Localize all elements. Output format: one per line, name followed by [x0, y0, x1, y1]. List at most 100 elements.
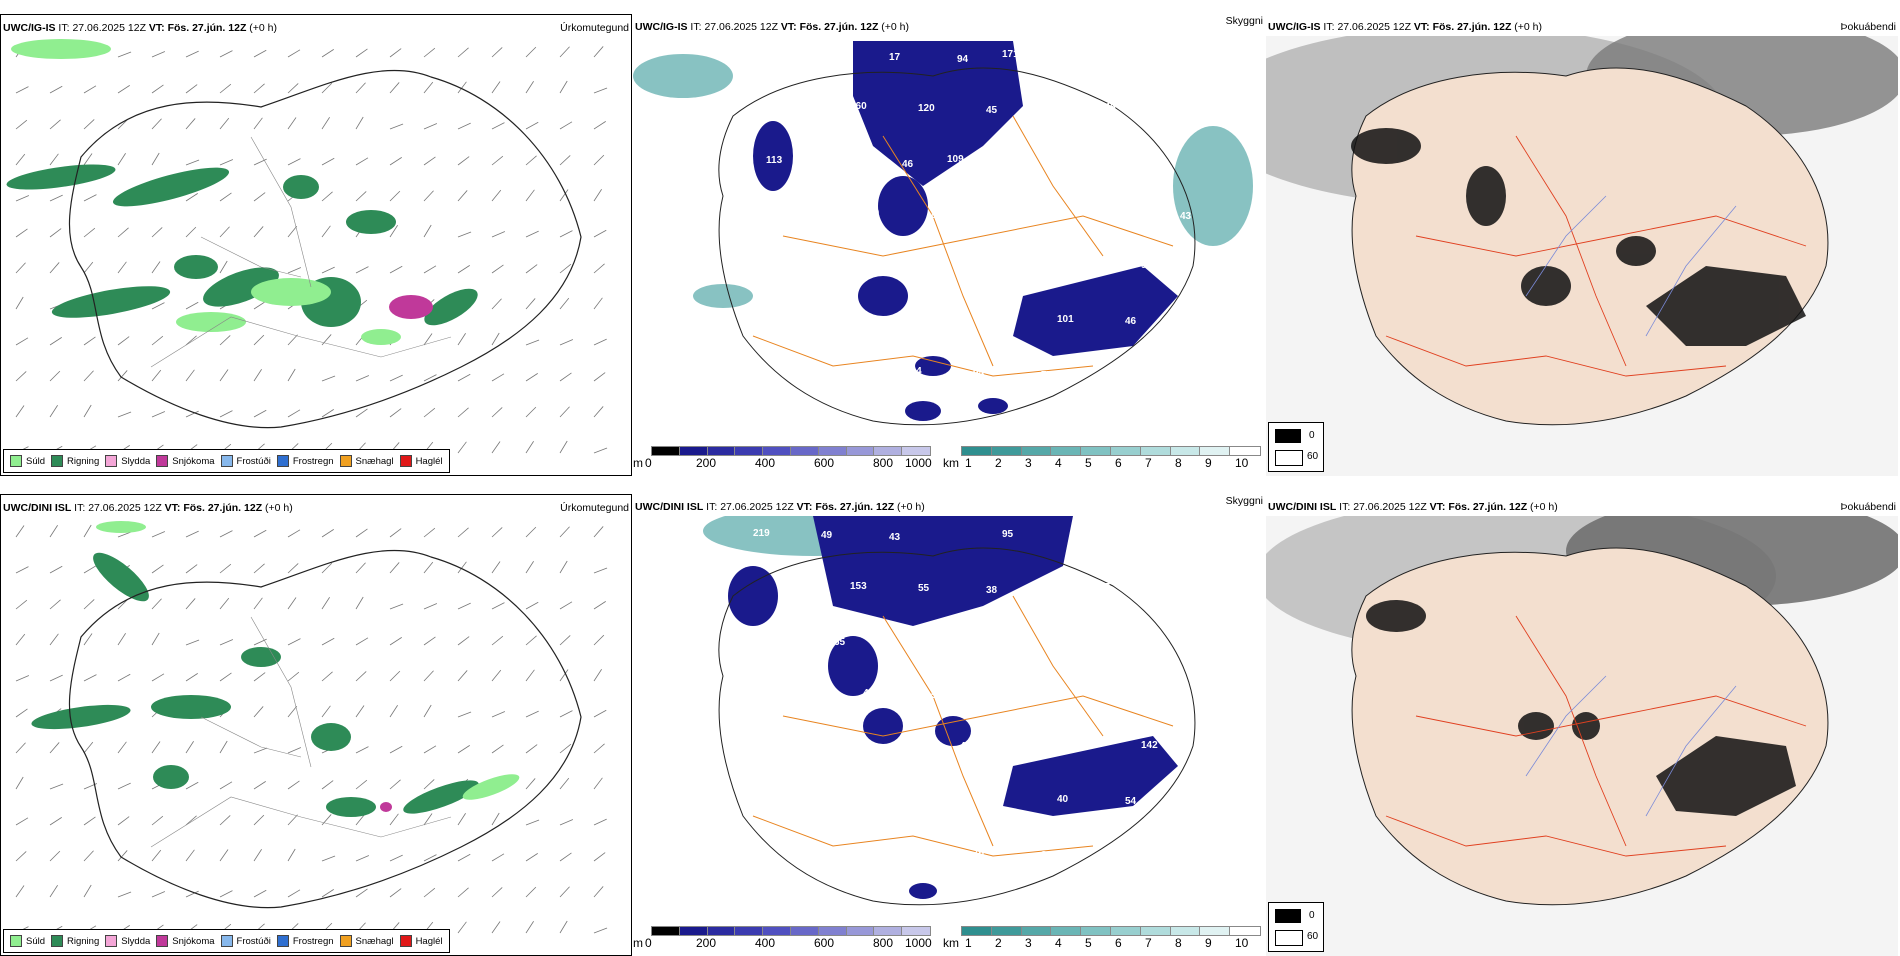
cloud-base-label: 83 [1041, 850, 1053, 861]
wind-barb [49, 742, 60, 754]
wind-barb [15, 566, 29, 574]
wind-barb [457, 813, 466, 826]
wind-barb [83, 85, 97, 94]
wind-barb [151, 261, 161, 274]
wind-barb [525, 81, 534, 94]
wind-barb [593, 87, 608, 94]
wind-barb [321, 814, 332, 826]
wind-barb [287, 848, 296, 862]
cloud-base-label: 81 [779, 262, 791, 273]
wind-barb [253, 409, 267, 418]
wind-barb [423, 265, 437, 274]
cloud-base-label: 43 [1180, 211, 1192, 222]
wind-barb [219, 890, 233, 898]
wind-barb [185, 369, 195, 382]
wind-barb [389, 670, 401, 682]
colorbar-segment [706, 926, 737, 936]
cloud-base-label: 149 [1044, 687, 1061, 698]
wind-barb [389, 813, 399, 826]
wind-barb [49, 228, 62, 238]
colorbar-segment [1139, 446, 1172, 456]
wind-barb [49, 85, 63, 94]
cloud-base-label: 65 [834, 637, 846, 648]
wind-barb [423, 704, 432, 718]
wind-barb [49, 119, 61, 130]
wind-barb [185, 50, 199, 58]
wind-barb [559, 80, 568, 94]
cloud-base-label: 48 [1154, 847, 1166, 858]
cloud-base-label: 119 [863, 208, 880, 219]
panel-header: UWC/DINI ISL IT: 27.06.2025 12Z VT: Fös.… [1268, 501, 1896, 513]
cloud-base-label: 84 [931, 210, 943, 221]
wind-barb [355, 746, 369, 754]
wind-barb [253, 889, 267, 898]
wind-barb [151, 531, 166, 538]
wind-barb [219, 159, 234, 166]
wind-barb [457, 373, 471, 382]
wind-barb [593, 634, 605, 646]
wind-barb [525, 601, 539, 610]
wind-barb [321, 266, 335, 274]
wind-barb [559, 601, 573, 610]
wind-barb [253, 301, 266, 310]
wind-barb [491, 744, 504, 754]
wind-barb [219, 410, 233, 418]
ceiling-panel-row1: UWC/DINI ISL IT: 27.06.2025 12Z VT: Fös.… [633, 494, 1265, 956]
wind-barb [525, 121, 539, 130]
wind-barb [185, 673, 198, 682]
wind-barb [389, 408, 402, 418]
wind-barb [423, 224, 432, 238]
wind-barb [423, 156, 436, 166]
wind-barb [389, 374, 403, 382]
wind-barb [15, 337, 29, 346]
legend-item: Haglél [399, 935, 443, 947]
wind-barb [219, 117, 230, 130]
wind-barb [355, 191, 367, 202]
cloud-base-label: 64 [860, 371, 872, 382]
wind-barb [389, 190, 401, 202]
wind-barb [389, 157, 402, 166]
wind-barb [15, 262, 26, 274]
wind-barb [83, 227, 96, 238]
legend-item: Frostúði [220, 935, 271, 947]
wind-barb [525, 921, 534, 934]
cloud-base-label: 53 [1083, 638, 1095, 649]
wind-barb [559, 297, 570, 310]
wind-barb [185, 890, 199, 898]
cloud-base-label: 160 [850, 101, 867, 112]
wind-barb [219, 369, 229, 382]
wind-barb [389, 854, 403, 862]
wind-barb [525, 406, 537, 418]
wind-barb [423, 47, 436, 58]
wind-barb [287, 49, 301, 58]
colorbar-segment [817, 926, 848, 936]
wind-barb [83, 336, 96, 346]
wind-barb [49, 783, 64, 790]
cloud-base-label: 108 [808, 793, 825, 804]
cloud-base-label: 69 [1070, 531, 1082, 542]
cloud-base-label: 38 [986, 585, 998, 596]
wind-barb [559, 819, 574, 826]
wind-barb [321, 117, 330, 130]
wind-barb [83, 633, 93, 646]
wind-barb [287, 267, 302, 274]
wind-barb [593, 567, 608, 574]
wind-barb [185, 815, 197, 826]
wind-barb [457, 711, 472, 718]
legend-item: Rigning [51, 935, 99, 947]
colorbar-segment [1139, 926, 1172, 936]
wind-barb [253, 638, 267, 646]
wind-barb [559, 155, 571, 166]
legend-swatch [1275, 909, 1301, 923]
wind-barb [355, 779, 368, 790]
wind-barb [321, 562, 333, 574]
colorbar-segment [790, 446, 820, 456]
colorbar-segment [1110, 446, 1142, 456]
wind-barb [321, 705, 331, 718]
wind-barb [185, 84, 198, 94]
wind-barb [185, 226, 197, 238]
wind-barb [355, 528, 368, 538]
wind-barb [219, 815, 231, 826]
wind-barb [491, 602, 505, 610]
wind-barb [525, 778, 536, 790]
